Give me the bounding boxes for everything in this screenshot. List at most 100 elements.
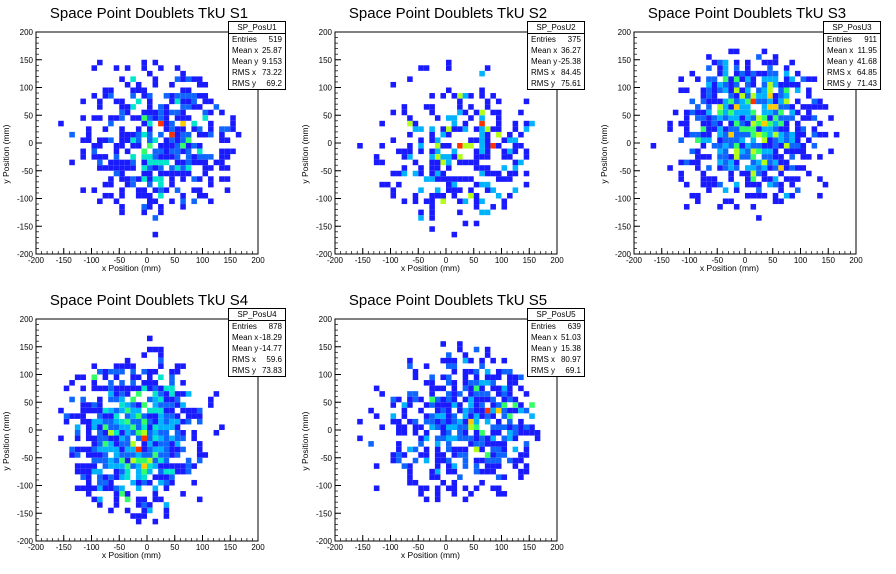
x-tick-label: -150 — [355, 543, 372, 552]
heatmap-cell — [163, 468, 170, 475]
heatmap-cell — [191, 187, 197, 193]
heatmap-cell — [462, 435, 469, 442]
y-tick-label: -50 — [21, 167, 33, 176]
heatmap-cell — [495, 441, 502, 447]
heatmap-cell — [529, 424, 535, 430]
heatmap-cell — [689, 131, 696, 138]
heatmap-cell — [97, 396, 103, 403]
heatmap-cell — [783, 131, 790, 138]
x-axis-label: x Position (mm) — [401, 550, 460, 560]
heatmap-cell — [412, 159, 419, 166]
heatmap-cell — [495, 115, 502, 121]
heatmap-cell — [135, 418, 142, 425]
heatmap-cell — [457, 198, 463, 205]
heatmap-cell — [412, 391, 419, 397]
heatmap-cell — [451, 435, 458, 442]
heatmap-cell — [163, 187, 170, 193]
heatmap-cell — [745, 65, 751, 71]
heatmap-cell — [739, 154, 745, 160]
heatmap-cell — [501, 137, 508, 143]
heatmap-cell — [418, 143, 424, 149]
heatmap-cell — [147, 380, 153, 386]
heatmap-cell — [174, 363, 181, 369]
heatmap-cell — [401, 402, 408, 408]
heatmap-cell — [423, 446, 430, 453]
heatmap-cell — [158, 187, 164, 193]
heatmap-cell — [440, 430, 446, 436]
heatmap-cell — [745, 93, 751, 99]
heatmap-cell — [501, 396, 508, 403]
y-tick-label: 50 — [24, 111, 33, 120]
heatmap-cell — [119, 430, 125, 436]
heatmap-cell — [695, 148, 701, 155]
heatmap-cell — [822, 181, 829, 188]
heatmap-cell — [789, 137, 795, 143]
heatmap-cell — [180, 204, 186, 210]
heatmap-cell — [429, 413, 435, 419]
heatmap-cell — [91, 446, 98, 453]
heatmap-cell — [767, 154, 773, 160]
heatmap-cell — [767, 126, 773, 132]
heatmap-cell — [711, 59, 718, 66]
heatmap-cell — [507, 457, 513, 464]
heatmap-cell — [683, 159, 690, 166]
heatmap-cell — [147, 413, 153, 419]
heatmap-cell — [124, 452, 131, 458]
heatmap-cell — [97, 198, 103, 205]
heatmap-cell — [722, 115, 729, 121]
heatmap-cell — [158, 402, 164, 408]
heatmap-cell — [124, 131, 131, 138]
heatmap-cell — [778, 165, 784, 171]
heatmap-cell — [434, 115, 441, 121]
heatmap-cell — [479, 441, 485, 447]
heatmap-cell — [180, 126, 186, 132]
heatmap-cell — [479, 148, 485, 155]
heatmap-cell — [739, 131, 745, 138]
heatmap-cell — [750, 159, 757, 166]
x-axis: -200 -150 -100 -50 0 50 100 150 200 — [626, 248, 863, 265]
heatmap-cell — [490, 126, 496, 132]
heatmap-cell — [418, 209, 424, 216]
heatmap-cell — [108, 474, 114, 480]
heatmap-cell — [695, 109, 701, 116]
stats-mean-y: 41.68 — [856, 57, 877, 66]
heatmap-cell — [396, 430, 402, 436]
heatmap-cell — [495, 98, 502, 105]
stats-label-entries: Entries — [531, 35, 556, 44]
heatmap-cell — [169, 131, 175, 138]
x-tick-label: 150 — [224, 256, 238, 265]
heatmap-cell — [706, 187, 712, 193]
heatmap-cell — [158, 418, 164, 425]
heatmap-cell — [147, 407, 153, 414]
heatmap-cell — [817, 120, 823, 127]
plot-area: -200 -150 -100 -50 0 50 100 150 200-200-150-100-… — [300, 28, 564, 273]
heatmap-cell — [91, 187, 98, 193]
heatmap-cell — [174, 418, 181, 425]
heatmap-cell — [108, 430, 114, 436]
heatmap-cell — [135, 513, 142, 519]
heatmap-cell — [490, 435, 496, 442]
heatmap-cell — [418, 435, 424, 442]
heatmap-cell — [185, 391, 192, 397]
heatmap-cell — [108, 176, 114, 182]
heatmap-cell — [462, 424, 469, 430]
heatmap-cell — [180, 109, 186, 116]
heatmap-cell — [778, 159, 784, 166]
heatmap-cell — [789, 148, 795, 155]
heatmap-cell — [756, 215, 762, 221]
heatmap-cell — [124, 496, 131, 503]
y-tick-label: 50 — [622, 111, 631, 120]
heatmap-cell — [778, 93, 784, 99]
heatmap-cell — [767, 148, 773, 155]
heatmap-cell — [446, 187, 452, 193]
heatmap-cell — [706, 137, 712, 143]
heatmap-cell — [108, 407, 114, 414]
heatmap-cell — [434, 496, 441, 503]
heatmap-cell — [728, 131, 734, 138]
stats-rms-x: 84.45 — [560, 68, 581, 77]
heatmap-cell — [169, 424, 175, 430]
heatmap-cell — [451, 368, 458, 375]
heatmap-cell — [152, 446, 159, 453]
heatmap-cell — [446, 407, 452, 414]
heatmap-cell — [368, 441, 374, 447]
